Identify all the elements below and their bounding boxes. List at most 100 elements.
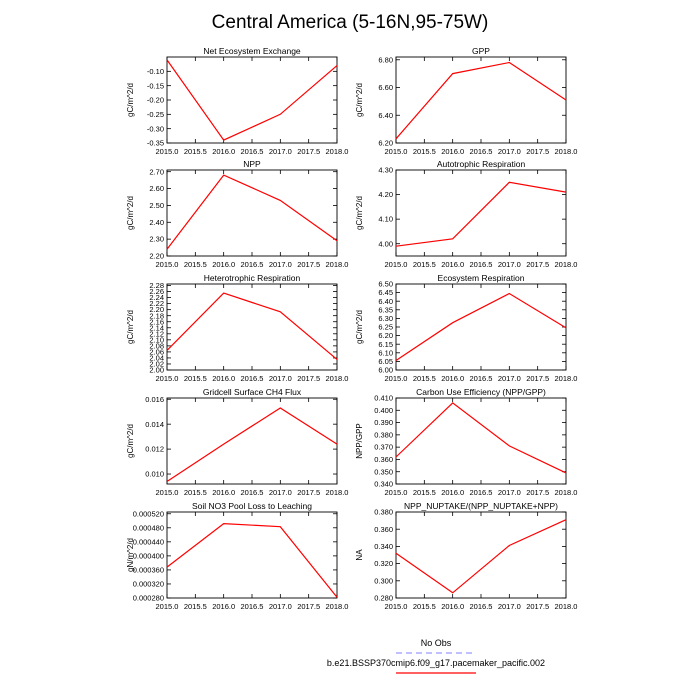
y-tick-label: 2.30 (149, 235, 164, 244)
x-tick-label: 2015.0 (385, 374, 408, 383)
x-tick-label: 2018.0 (326, 374, 349, 383)
chart-panel: Soil NO3 Pool Loss to Leaching gN/m^2/d 20… (126, 501, 348, 611)
x-tick-label: 2015.0 (156, 602, 179, 611)
y-tick-label: 0.370 (374, 443, 393, 452)
plot-frame (166, 283, 338, 371)
y-axis-label: gC/m^2/d (355, 83, 364, 117)
y-tick-label: -0.10 (147, 67, 164, 76)
y-tick-label: 6.10 (378, 348, 393, 357)
y-tick-label: 2.08 (149, 341, 164, 350)
plot-frame (166, 169, 338, 257)
x-tick-label: 2016.5 (241, 602, 264, 611)
y-tick-label: 6.40 (378, 111, 393, 120)
x-tick-label: 2016.0 (212, 602, 235, 611)
x-tick-label: 2017.5 (297, 602, 320, 611)
x-tick-label: 2018.0 (326, 260, 349, 269)
chart-panel: Gridcell Surface CH4 Flux gC/m^2/d 2015.0 2… (126, 387, 348, 497)
x-tick-label: 2016.5 (241, 260, 264, 269)
chart-panel: Carbon Use Efficiency (NPP/GPP) NPP/GPP 20… (355, 387, 577, 497)
y-tick-label: 2.22 (149, 299, 164, 308)
x-tick-label: 2016.5 (470, 488, 493, 497)
x-tick-label: 2016.0 (441, 602, 464, 611)
y-tick-label: 0.340 (374, 480, 393, 489)
series-line (166, 174, 338, 250)
y-tick-label: 4.10 (378, 215, 393, 224)
y-tick-label: 0.360 (374, 525, 393, 534)
x-tick-label: 2015.0 (385, 488, 408, 497)
y-tick-label: 6.05 (378, 357, 393, 366)
y-tick-label: 0.000520 (133, 509, 164, 518)
panel-title: GPP (472, 46, 490, 56)
x-tick-label: 2016.0 (212, 147, 235, 156)
x-tick-label: 2015.5 (413, 374, 436, 383)
x-tick-label: 2017.0 (498, 147, 521, 156)
y-tick-label: 6.20 (378, 331, 393, 340)
x-tick-label: 2017.5 (526, 147, 549, 156)
y-axis-label: gC/m^2/d (126, 196, 135, 230)
y-tick-label: 0.400 (374, 406, 393, 415)
y-tick-label: 2.16 (149, 317, 164, 326)
y-tick-label: 2.20 (149, 252, 164, 261)
y-axis-label: gC/m^2/d (126, 424, 135, 458)
x-tick-label: 2015.5 (413, 602, 436, 611)
x-tick-label: 2017.0 (498, 374, 521, 383)
y-tick-label: 2.60 (149, 184, 164, 193)
y-tick-label: 4.00 (378, 239, 393, 248)
series-line (395, 292, 567, 361)
y-tick-label: 0.010 (145, 470, 164, 479)
chart-panel: Ecosystem Respiration gC/m^2/d 2015.0 2015.… (355, 273, 577, 383)
y-tick-label: 0.000280 (133, 594, 164, 603)
y-tick-label: 0.000360 (133, 566, 164, 575)
y-tick-label: 0.410 (374, 394, 393, 403)
x-tick-label: 2017.5 (297, 374, 320, 383)
chart-panel: GPP gC/m^2/d 2015.0 2015.5 2016.0 2016.5 2017.… (355, 46, 577, 156)
y-axis-label: gC/m^2/d (126, 83, 135, 117)
series-line (166, 522, 338, 598)
series-line (166, 407, 338, 483)
x-tick-label: 2017.0 (498, 260, 521, 269)
y-tick-label: 2.28 (149, 281, 164, 290)
x-tick-label: 2015.5 (413, 488, 436, 497)
series-line (395, 61, 567, 140)
y-tick-label: 0.000400 (133, 551, 164, 560)
y-tick-label: -0.30 (147, 124, 164, 133)
y-axis-label: gC/m^2/d (355, 310, 364, 344)
y-tick-label: 0.012 (145, 445, 164, 454)
x-tick-label: 2015.0 (156, 260, 179, 269)
series-line (395, 402, 567, 474)
x-tick-label: 2018.0 (326, 488, 349, 497)
y-tick-label: 6.80 (378, 55, 393, 64)
y-tick-label: 2.50 (149, 201, 164, 210)
chart-panel: Autotrophic Respiration gC/m^2/d 2015.0 201… (355, 159, 577, 269)
panel-title: Carbon Use Efficiency (NPP/GPP) (416, 387, 546, 397)
x-tick-label: 2016.0 (212, 260, 235, 269)
x-tick-label: 2017.0 (269, 260, 292, 269)
y-tick-label: 0.380 (374, 508, 393, 517)
y-tick-label: 0.014 (145, 420, 164, 429)
x-tick-label: 2017.5 (526, 374, 549, 383)
y-tick-label: 6.00 (378, 366, 393, 375)
x-tick-label: 2018.0 (555, 488, 578, 497)
figure-title: Central America (5-16N,95-75W) (212, 12, 489, 33)
panel-title: Gridcell Surface CH4 Flux (203, 387, 302, 397)
panel-title: NPP (243, 159, 261, 169)
y-tick-label: 0.320 (374, 559, 393, 568)
x-tick-label: 2015.5 (413, 147, 436, 156)
x-tick-label: 2016.5 (241, 488, 264, 497)
y-tick-label: 0.300 (374, 576, 393, 585)
y-tick-label: 2.10 (149, 335, 164, 344)
y-tick-label: 0.340 (374, 542, 393, 551)
x-tick-label: 2017.0 (269, 602, 292, 611)
plot-frame (166, 56, 338, 144)
x-tick-label: 2017.0 (269, 374, 292, 383)
x-tick-label: 2015.0 (385, 602, 408, 611)
x-tick-label: 2016.0 (212, 374, 235, 383)
y-axis-label: gN/m^2/d (126, 538, 135, 572)
y-tick-label: 0.016 (145, 395, 164, 404)
y-tick-label: 2.04 (149, 354, 164, 363)
y-tick-label: -0.15 (147, 81, 164, 90)
plot-frame (166, 397, 338, 485)
panel-title: Autotrophic Respiration (437, 159, 526, 169)
x-tick-label: 2015.0 (385, 260, 408, 269)
x-tick-label: 2017.0 (269, 147, 292, 156)
